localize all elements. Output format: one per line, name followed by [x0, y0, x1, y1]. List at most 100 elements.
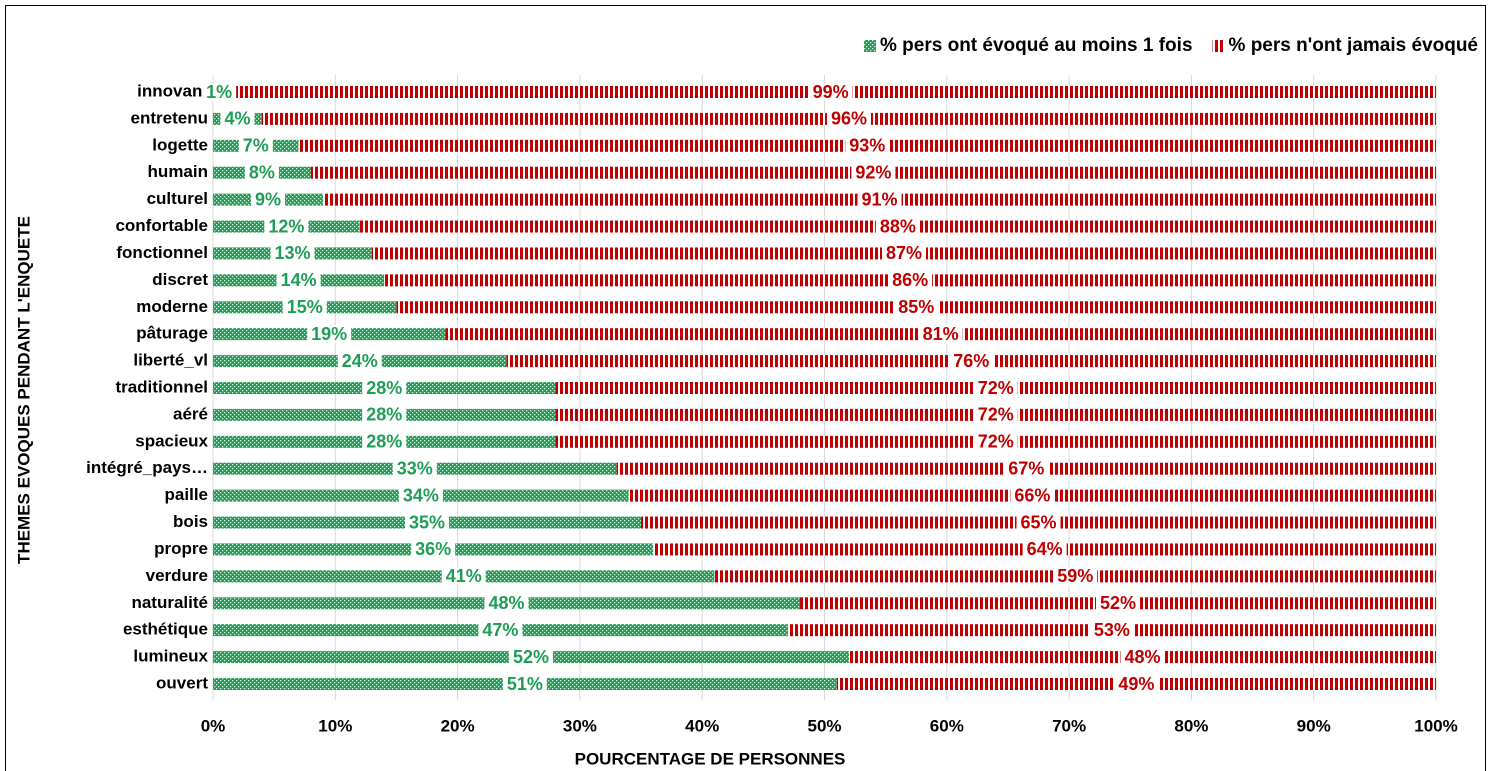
- y-tick-label: innovant: [137, 81, 208, 100]
- data-label: 96%: [831, 109, 867, 129]
- label-bg: [264, 217, 309, 236]
- data-label: 99%: [813, 82, 849, 102]
- x-tick-label: 40%: [685, 716, 719, 735]
- data-label: 65%: [1021, 512, 1057, 532]
- label-bg: [875, 217, 920, 236]
- label-bg: [362, 379, 407, 397]
- x-tick-label: 30%: [563, 716, 597, 735]
- data-label: 36%: [415, 539, 451, 559]
- label-bg: [362, 405, 407, 424]
- y-tick-label: spacieux: [135, 431, 208, 450]
- label-bg: [808, 83, 853, 101]
- label-bg: [220, 109, 255, 128]
- label-bg: [337, 352, 382, 371]
- label-bg: [918, 325, 963, 344]
- label-bg: [478, 621, 523, 640]
- label-bg: [857, 190, 902, 209]
- label-bg: [845, 136, 890, 155]
- data-label: 86%: [892, 270, 928, 290]
- label-bg: [1053, 567, 1098, 586]
- y-tick-label: aéré: [173, 404, 208, 423]
- label-bg: [1022, 540, 1067, 559]
- y-tick-label: verdure: [146, 566, 208, 585]
- y-tick-label: naturalité: [131, 593, 208, 612]
- y-tick-label: humain: [148, 162, 208, 181]
- label-bg: [826, 109, 871, 128]
- label-bg: [949, 352, 994, 371]
- data-label: 66%: [1014, 485, 1050, 505]
- data-label: 13%: [274, 243, 310, 263]
- x-tick-label: 10%: [318, 716, 352, 735]
- legend-label: % pers n'ont jamais évoqué: [1229, 35, 1478, 56]
- label-bg: [270, 244, 315, 263]
- data-label: 9%: [255, 189, 281, 209]
- data-label: 51%: [507, 674, 543, 694]
- x-tick-label: 80%: [1174, 716, 1208, 735]
- data-label: 28%: [366, 405, 402, 425]
- data-label: 72%: [978, 432, 1014, 452]
- label-bg: [1016, 513, 1061, 532]
- data-label: 7%: [243, 136, 269, 156]
- y-tick-label: fonctionnel: [116, 243, 208, 262]
- label-bg: [362, 432, 407, 451]
- y-tick-label: lumineux: [133, 647, 208, 666]
- data-label: 19%: [311, 324, 347, 344]
- label-bg: [1096, 594, 1141, 613]
- data-label: 91%: [862, 189, 898, 209]
- label-bg: [441, 567, 486, 586]
- x-tick-label: 50%: [807, 716, 841, 735]
- y-tick-label: bois: [173, 512, 208, 531]
- y-tick-label: culturel: [147, 189, 208, 208]
- label-bg: [276, 271, 321, 290]
- label-bg: [1089, 621, 1134, 640]
- data-label: 35%: [409, 512, 445, 532]
- label-bg: [307, 325, 352, 344]
- x-axis-title: POURCENTAGE DE PERSONNES: [575, 749, 846, 768]
- x-tick-label: 100%: [1414, 716, 1457, 735]
- data-label: 1%: [206, 82, 232, 102]
- label-bg: [888, 271, 933, 290]
- data-label: 81%: [923, 324, 959, 344]
- data-label: 52%: [1100, 593, 1136, 613]
- label-bg: [411, 540, 456, 559]
- label-bg: [508, 648, 553, 667]
- y-axis-title: THEMES EVOQUES PENDANT L'ENQUETE: [14, 216, 33, 564]
- y-tick-label: paille: [165, 485, 208, 504]
- label-bg: [202, 83, 237, 101]
- data-label: 88%: [880, 216, 916, 236]
- x-tick-label: 20%: [441, 716, 475, 735]
- legend-label: % pers ont évoqué au moins 1 fois: [880, 35, 1193, 56]
- label-bg: [405, 513, 450, 532]
- label-bg: [1010, 486, 1055, 505]
- label-bg: [238, 136, 273, 155]
- data-label: 14%: [281, 270, 317, 290]
- label-bg: [973, 405, 1018, 424]
- data-label: 28%: [366, 432, 402, 452]
- data-label: 8%: [249, 162, 275, 182]
- data-label: 34%: [403, 485, 439, 505]
- y-tick-label: pâturage: [136, 324, 208, 343]
- y-tick-label: intégré_pays…: [86, 458, 208, 477]
- label-bg: [973, 432, 1018, 451]
- data-label: 4%: [224, 109, 250, 129]
- y-tick-label: liberté_vl: [133, 351, 208, 370]
- label-bg: [881, 244, 927, 263]
- data-label: 92%: [855, 162, 891, 182]
- data-label: 41%: [446, 566, 482, 586]
- label-bg: [392, 459, 437, 478]
- data-label: 48%: [489, 593, 525, 613]
- label-bg: [502, 675, 547, 693]
- label-bg: [1004, 459, 1049, 478]
- data-label: 15%: [287, 297, 323, 317]
- label-bg: [484, 594, 529, 613]
- label-bg: [251, 190, 286, 209]
- data-label: 59%: [1057, 566, 1093, 586]
- legend-swatch: [1212, 40, 1225, 52]
- y-tick-label: traditionnel: [115, 377, 208, 396]
- data-label: 64%: [1027, 539, 1063, 559]
- x-tick-label: 90%: [1297, 716, 1331, 735]
- data-label: 87%: [886, 243, 922, 263]
- frame: [5, 5, 1486, 771]
- data-label: 93%: [849, 136, 885, 156]
- label-bg: [282, 298, 327, 317]
